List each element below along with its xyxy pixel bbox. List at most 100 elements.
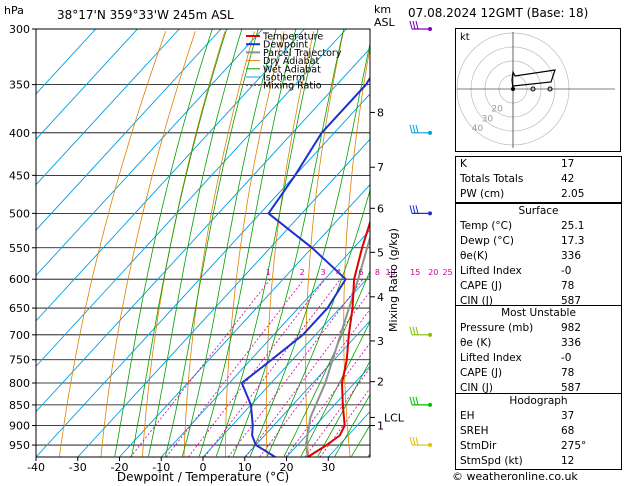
mixing-ratio-label: 25 bbox=[442, 268, 452, 277]
wind-barb-flag bbox=[409, 124, 413, 133]
surface-row: CAPE (J) 78 bbox=[456, 279, 621, 294]
pressure-tick-label: 700 bbox=[9, 329, 30, 342]
hodograph-ring-label: 30 bbox=[482, 114, 494, 124]
km-label: km bbox=[374, 3, 391, 16]
temperature-tick-label: 30 bbox=[321, 461, 335, 474]
wet-adiabat-line bbox=[317, 360, 370, 457]
most-unstable-label: Lifted Index bbox=[460, 352, 522, 364]
dry-adiabat-line bbox=[59, 31, 166, 457]
pressure-tick-label: 600 bbox=[9, 273, 30, 286]
height-tick-label: 4 bbox=[377, 291, 384, 304]
hodograph-table-label: StmDir bbox=[460, 440, 497, 452]
surface-label: Lifted Index bbox=[460, 265, 522, 277]
dry-adiabat-line bbox=[100, 31, 196, 457]
most-unstable-value: 336 bbox=[561, 337, 582, 349]
height-tick-label: 5 bbox=[377, 246, 384, 259]
legend-label: Temperature bbox=[262, 32, 323, 43]
temperature-line bbox=[307, 219, 370, 457]
hodograph-frame bbox=[455, 28, 621, 152]
pressure-tick-label: 800 bbox=[9, 377, 30, 390]
index-value: 42 bbox=[561, 173, 575, 185]
surface-value: -0 bbox=[561, 265, 572, 277]
hodograph-table-value: 37 bbox=[561, 410, 575, 422]
asl-label: ASL bbox=[374, 16, 396, 29]
hodograph-table-value: 275° bbox=[561, 440, 587, 452]
dry-adiabat-line bbox=[225, 31, 285, 457]
wet-adiabat-line bbox=[266, 188, 370, 457]
isotherm-line bbox=[244, 320, 370, 457]
mixing-ratio-label: 3 bbox=[321, 268, 326, 277]
lcl-label: LCL bbox=[384, 411, 405, 424]
mixing-ratio-label: 4 bbox=[336, 268, 341, 277]
legend-label: Mixing Ratio bbox=[263, 81, 322, 92]
wet-adiabat-line bbox=[215, 29, 319, 457]
parcel-trajectory-line bbox=[304, 234, 370, 457]
index-value: 2.05 bbox=[561, 188, 585, 200]
wind-barb-flag bbox=[415, 326, 419, 335]
hodograph-table-value: 12 bbox=[561, 455, 575, 467]
pressure-tick-label: 950 bbox=[9, 439, 30, 452]
surface-value: 336 bbox=[561, 250, 582, 262]
pressure-tick-label: 900 bbox=[9, 420, 30, 433]
wind-barb-dot bbox=[428, 332, 432, 337]
hodograph-storm-motion bbox=[530, 86, 536, 92]
pressure-tick-label: 450 bbox=[9, 169, 30, 182]
index-value: 17 bbox=[561, 158, 575, 170]
most-unstable-title: Most Unstable bbox=[501, 307, 576, 319]
height-tick-label: 2 bbox=[377, 376, 384, 389]
wet-adiabat-line bbox=[114, 29, 213, 457]
mixing-ratio-label: 1 bbox=[266, 268, 271, 277]
wet-adiabat-line bbox=[181, 29, 277, 457]
surface-row: Dewp (°C) 17.3 bbox=[456, 234, 621, 249]
x-axis-label: Dewpoint / Temperature (°C) bbox=[117, 470, 289, 484]
most-unstable-value: -0 bbox=[561, 352, 572, 364]
surface-label: Dewp (°C) bbox=[460, 235, 514, 247]
wind-barb-dot bbox=[428, 27, 432, 31]
index-row: K 17 bbox=[456, 157, 621, 172]
wind-barb-flag bbox=[412, 124, 416, 133]
surface-title: Surface bbox=[518, 205, 559, 217]
most-unstable-value: 78 bbox=[561, 367, 575, 379]
surface-label: θe(K) bbox=[460, 250, 488, 262]
wind-barb-dot bbox=[428, 443, 432, 448]
legend-label: Isotherm bbox=[263, 73, 305, 84]
pressure-tick-label: 550 bbox=[9, 242, 30, 255]
wind-barb-dot bbox=[428, 130, 432, 135]
most-unstable-rows: Pressure (mb) 982 θe (K) 336 Lifted Index -0 C… bbox=[456, 321, 621, 396]
surface-box: Surface Temp (°C) 25.1 Dewp (°C) 17.3 θe(K) 3… bbox=[455, 203, 622, 310]
hodograph-origin bbox=[511, 87, 515, 91]
surface-value: 17.3 bbox=[561, 235, 585, 247]
mixing-ratio-line bbox=[130, 278, 271, 457]
legend-label: Wet Adiabat bbox=[263, 64, 321, 75]
mixing-ratio-line bbox=[259, 308, 370, 457]
most-unstable-label: θe (K) bbox=[460, 337, 492, 349]
mixing-ratio-line bbox=[165, 278, 305, 457]
mixing-ratio-line bbox=[285, 342, 370, 457]
mixing-ratio-axis-label: Mixing Ratio (g/kg) bbox=[387, 228, 400, 332]
hodograph-table-row: StmSpd (kt) 12 bbox=[456, 454, 621, 469]
isotherm-line bbox=[36, 29, 305, 322]
isotherm-line bbox=[36, 47, 370, 413]
isotherm-line bbox=[119, 184, 370, 457]
hodograph-unit: kt bbox=[460, 32, 470, 43]
temperature-tick-label: -30 bbox=[69, 461, 87, 474]
hodograph-table-box: Hodograph EH 37 SREH 68 StmDir 275° StmSpd (kt… bbox=[455, 393, 622, 470]
index-label: Totals Totals bbox=[460, 173, 524, 185]
mixing-ratio-label: 8 bbox=[375, 268, 380, 277]
wind-barb-flag bbox=[415, 124, 419, 133]
surface-value: 587 bbox=[561, 295, 582, 307]
wet-adiabat-line bbox=[148, 29, 243, 457]
pressure-tick-label: 350 bbox=[9, 79, 30, 92]
wind-barb-flag bbox=[412, 205, 416, 214]
wind-barb-dot bbox=[428, 402, 432, 407]
wind-barb-flag bbox=[409, 436, 413, 446]
wind-barb-flag bbox=[412, 396, 416, 406]
mixing-ratio-label: 10 bbox=[385, 268, 395, 277]
mixing-ratio-line bbox=[304, 367, 370, 457]
wind-barb-flag bbox=[409, 326, 413, 335]
isotherm-line bbox=[36, 29, 180, 186]
hodograph-ring-label: 40 bbox=[472, 124, 484, 134]
